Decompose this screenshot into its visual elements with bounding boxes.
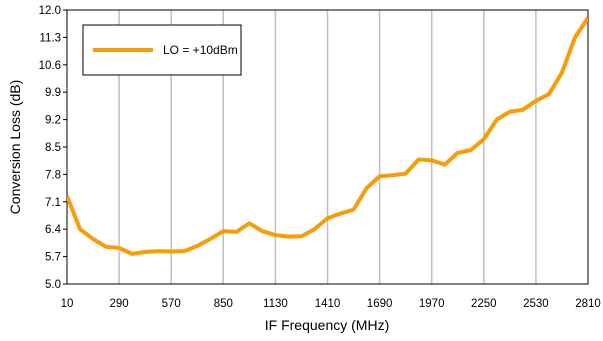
y-tick-label: 7.8 — [45, 169, 61, 181]
x-tick-label: 2530 — [523, 298, 549, 310]
x-tick-label: 570 — [162, 298, 181, 310]
y-tick-label: 11.3 — [39, 32, 61, 44]
x-axis-title: IF Frequency (MHz) — [265, 317, 389, 333]
y-tick-label: 10.6 — [39, 60, 61, 72]
y-tick-marks — [63, 9, 67, 285]
legend: LO = +10dBm — [82, 24, 242, 76]
y-tick-label: 12.0 — [39, 5, 61, 17]
x-tick-label: 1130 — [263, 298, 288, 310]
x-tick-label: 2250 — [471, 298, 497, 310]
x-tick-label: 1410 — [315, 298, 341, 310]
x-tick-label: 1970 — [419, 298, 445, 310]
y-tick-labels: 5.0 5.7 6.4 7.1 7.8 8.5 9.2 9.9 10.6 11.3 12.0 — [39, 5, 62, 291]
y-tick-label: 9.9 — [45, 87, 61, 99]
x-tick-label: 1690 — [367, 298, 393, 310]
legend-label: LO = +10dBm — [163, 43, 238, 57]
x-tick-labels: 10 290 570 850 1130 1410 1690 1970 2250 2530 2810 — [61, 298, 601, 310]
y-tick-label: 6.4 — [45, 224, 62, 236]
y-axis-title: Conversion Loss (dB) — [7, 80, 23, 215]
x-tick-label: 2810 — [575, 298, 601, 310]
y-tick-label: 5.7 — [45, 252, 61, 264]
y-tick-label: 9.2 — [45, 115, 61, 127]
series-line — [67, 16, 588, 256]
x-tick-label: 290 — [110, 298, 129, 310]
series-layer — [67, 16, 588, 256]
x-tick-label: 10 — [61, 298, 74, 310]
y-tick-label: 7.1 — [45, 197, 61, 209]
y-tick-label: 8.5 — [45, 142, 61, 154]
x-tick-label: 850 — [214, 298, 233, 310]
y-tick-label: 5.0 — [45, 279, 61, 291]
